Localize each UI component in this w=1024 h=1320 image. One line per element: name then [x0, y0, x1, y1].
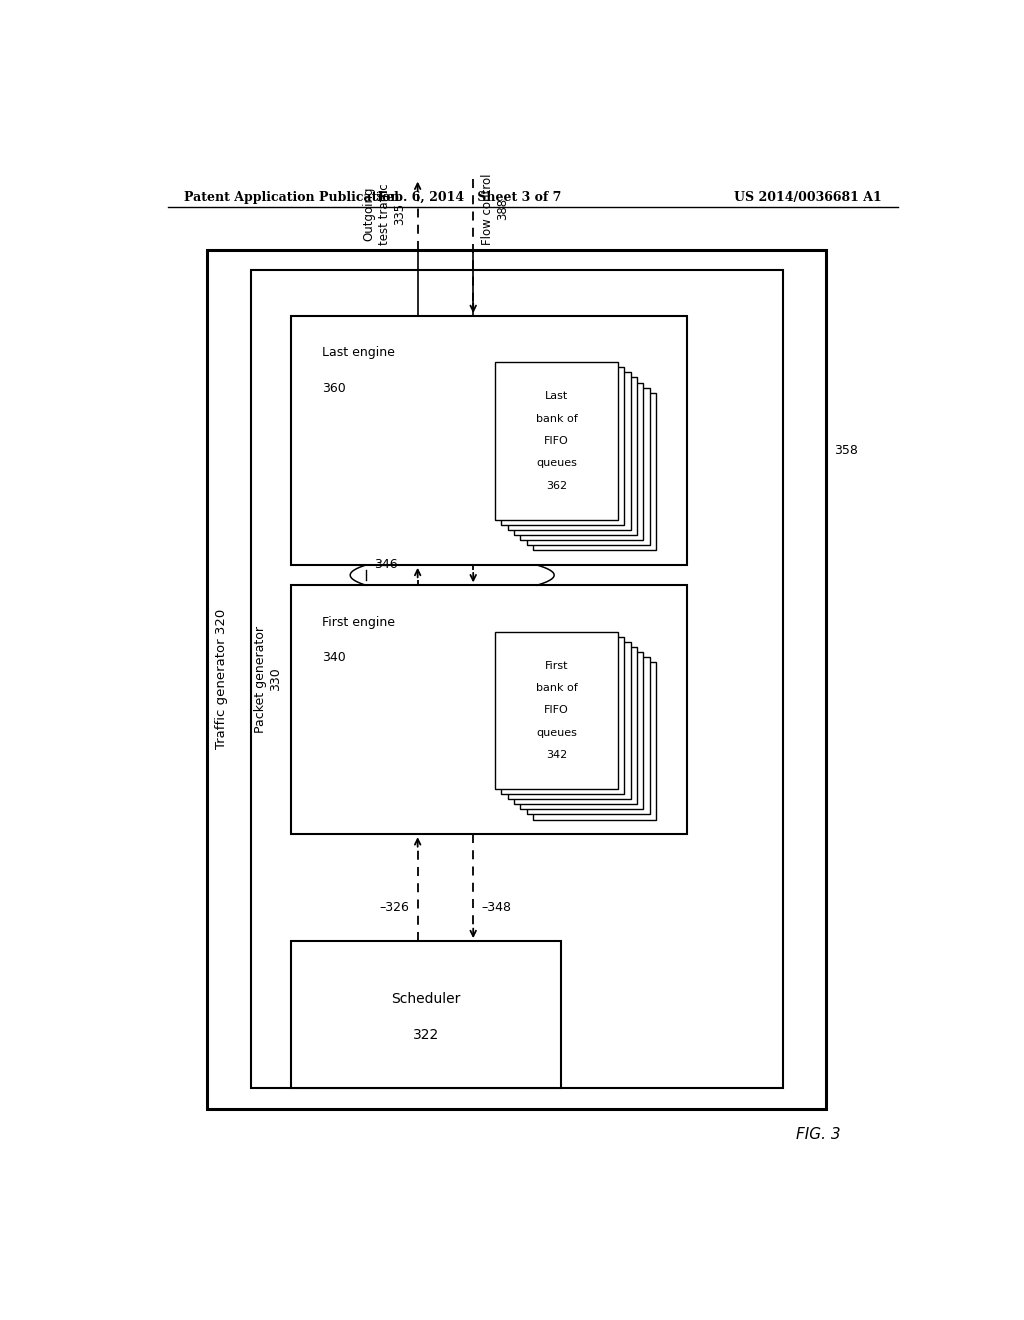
Text: First engine: First engine — [323, 615, 395, 628]
Text: Patent Application Publication: Patent Application Publication — [183, 190, 399, 203]
Bar — [495, 362, 618, 520]
Text: 362: 362 — [546, 480, 567, 491]
Text: 346: 346 — [374, 558, 397, 572]
Text: Feb. 6, 2014   Sheet 3 of 7: Feb. 6, 2014 Sheet 3 of 7 — [378, 190, 561, 203]
Bar — [291, 941, 560, 1089]
Bar — [514, 647, 637, 804]
Text: FIFO: FIFO — [544, 705, 569, 715]
Bar — [207, 249, 826, 1109]
Text: 340: 340 — [323, 651, 346, 664]
Text: First: First — [545, 660, 568, 671]
Text: –348: –348 — [481, 902, 511, 915]
Text: Scheduler: Scheduler — [391, 993, 460, 1006]
Text: 360: 360 — [323, 381, 346, 395]
Text: 322: 322 — [413, 1028, 438, 1041]
Bar — [251, 271, 782, 1089]
Bar — [495, 631, 618, 789]
Text: Flow control
388: Flow control 388 — [481, 173, 509, 244]
Bar — [291, 585, 687, 834]
Bar — [526, 388, 650, 545]
Bar — [534, 663, 656, 820]
Bar — [508, 642, 631, 799]
Text: Outgoing
test traffic
335: Outgoing test traffic 335 — [362, 183, 406, 244]
Text: Traffic generator 320: Traffic generator 320 — [215, 610, 228, 750]
Text: queues: queues — [537, 727, 577, 738]
Bar — [508, 372, 631, 529]
Text: US 2014/0036681 A1: US 2014/0036681 A1 — [734, 190, 882, 203]
Bar — [502, 636, 625, 795]
Bar — [520, 383, 643, 540]
Text: Last: Last — [545, 391, 568, 401]
Text: 342: 342 — [546, 750, 567, 760]
Text: 358: 358 — [835, 444, 858, 457]
Bar — [534, 392, 656, 550]
Bar — [526, 657, 650, 814]
Text: queues: queues — [537, 458, 577, 469]
Text: FIG. 3: FIG. 3 — [796, 1127, 841, 1142]
Bar — [520, 652, 643, 809]
Bar — [514, 378, 637, 535]
Text: Packet generator
330: Packet generator 330 — [255, 626, 283, 733]
Text: Last engine: Last engine — [323, 346, 395, 359]
Text: bank of: bank of — [536, 682, 578, 693]
Text: bank of: bank of — [536, 413, 578, 424]
Text: –326: –326 — [380, 902, 410, 915]
Bar — [291, 315, 687, 565]
Bar — [502, 367, 625, 525]
Text: FIFO: FIFO — [544, 436, 569, 446]
